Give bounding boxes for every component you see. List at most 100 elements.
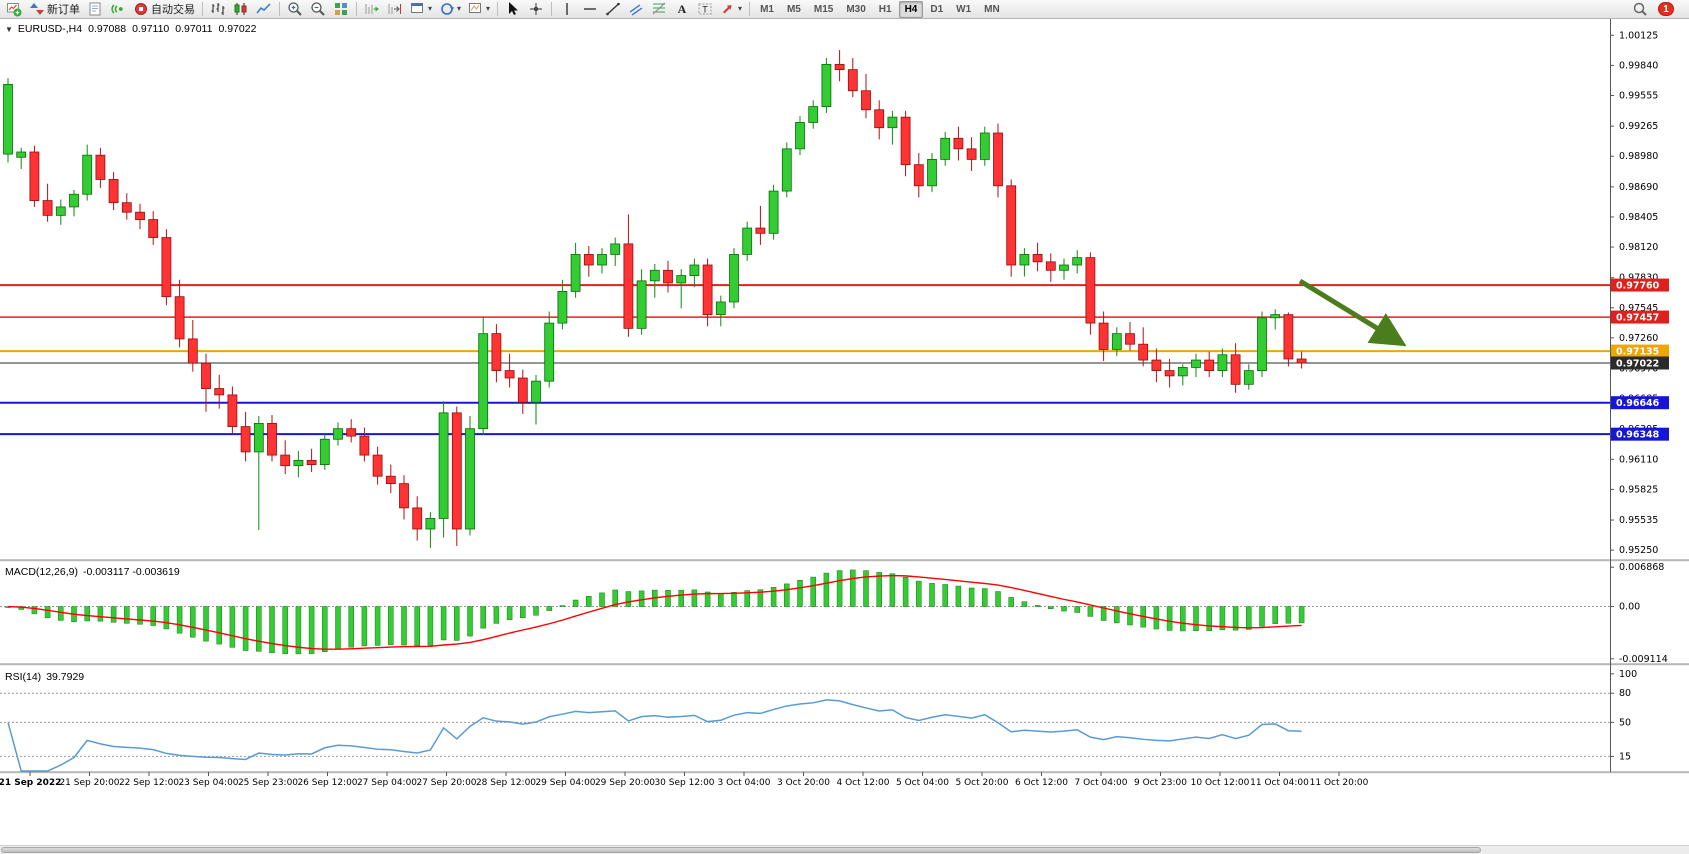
- new-chart-button[interactable]: [3, 1, 25, 18]
- svg-text:25 Sep 23:00: 25 Sep 23:00: [238, 778, 298, 788]
- toolbar-right: 1: [1629, 1, 1686, 18]
- svg-text:23 Sep 04:00: 23 Sep 04:00: [178, 778, 238, 788]
- bars-icon: [210, 1, 226, 17]
- macd-header: MACD(12,26,9) -0.003117 -0.003619: [5, 566, 180, 578]
- tf-M5[interactable]: M5: [786, 3, 801, 15]
- svg-text:22 Sep 12:00: 22 Sep 12:00: [119, 778, 179, 788]
- textA-icon: A: [674, 1, 690, 17]
- price-line-badge: [1611, 310, 1669, 324]
- crosshair-button[interactable]: [525, 1, 547, 18]
- tile-windows-button[interactable]: [330, 1, 352, 18]
- svg-text:0.98405: 0.98405: [1619, 212, 1658, 223]
- svg-text:30 Sep 12:00: 30 Sep 12:00: [654, 778, 714, 788]
- svg-text:0.006868: 0.006868: [1619, 562, 1664, 573]
- autotrading-button[interactable]: 自动交易: [130, 1, 198, 18]
- data-window-button[interactable]: [84, 1, 106, 18]
- notification-badge[interactable]: 1: [1658, 2, 1674, 16]
- tf-H1[interactable]: H1: [878, 3, 892, 15]
- arrowsym-icon: [720, 1, 736, 17]
- period-cycle-button[interactable]: ▾: [436, 1, 464, 18]
- svg-text:0.98980: 0.98980: [1619, 151, 1658, 162]
- toolbar: 新订单 自动交易 ▾ ▾ ▾ A T ▾ M1 M5 M15 M30 H1 H4 D1 W1 MN 1: [0, 0, 1689, 19]
- svg-text:1.00125: 1.00125: [1619, 30, 1658, 41]
- bar-chart-button[interactable]: [207, 1, 229, 18]
- svg-text:0.95250: 0.95250: [1619, 545, 1658, 556]
- channel-icon: [628, 1, 644, 17]
- tf-M1[interactable]: M1: [760, 3, 774, 15]
- collapse-chart-icon[interactable]: ▼: [5, 24, 13, 34]
- svg-text:15: 15: [1619, 751, 1631, 762]
- mac d-axis: 0.006868 0.00 -0.009114: [1610, 562, 1668, 665]
- svg-text:3 Oct 04:00: 3 Oct 04:00: [718, 778, 771, 788]
- template-button[interactable]: ▾: [465, 1, 493, 18]
- svg-text:0.99840: 0.99840: [1619, 60, 1658, 71]
- ohlc-close: 0.97022: [218, 23, 257, 35]
- tile-icon: [333, 1, 349, 17]
- svg-text:0.98120: 0.98120: [1619, 242, 1658, 253]
- vertical-line-button[interactable]: [556, 1, 578, 18]
- svg-text:-0.009114: -0.009114: [1619, 654, 1668, 665]
- new-window-button[interactable]: ▾: [407, 1, 435, 18]
- cursor-button[interactable]: [502, 1, 524, 18]
- tf-H4[interactable]: H4: [898, 0, 924, 18]
- price-line-badge: [1611, 344, 1669, 358]
- toolbar-separator: [202, 2, 203, 16]
- new-order-button[interactable]: 新订单: [26, 1, 83, 18]
- svg-text:0.97760: 0.97760: [1616, 281, 1660, 292]
- template-icon: [468, 1, 484, 17]
- expert-advisors-button[interactable]: [107, 1, 129, 18]
- autotrading-button-label: 自动交易: [151, 4, 195, 16]
- text-label-button[interactable]: T: [694, 1, 716, 18]
- rsi-label: RSI(14): [5, 671, 42, 683]
- macd-label: MACD(12,26,9): [5, 566, 78, 578]
- cursor-icon: [505, 1, 521, 17]
- svg-text:0.95535: 0.95535: [1619, 515, 1658, 526]
- zoomin-icon: [287, 1, 303, 17]
- price-line-badge: [1611, 396, 1669, 410]
- auto-scroll-button[interactable]: [361, 1, 383, 18]
- ohlc-open: 0.97088: [88, 23, 127, 35]
- macd-values: -0.003117 -0.003619: [82, 566, 180, 578]
- label-icon: T: [697, 1, 713, 17]
- svg-text:T: T: [702, 5, 708, 15]
- svg-text:11 Oct 04:00: 11 Oct 04:00: [1250, 778, 1309, 788]
- svg-text:27 Sep 20:00: 27 Sep 20:00: [416, 778, 476, 788]
- tf-D1[interactable]: D1: [930, 3, 944, 15]
- channel-button[interactable]: [625, 1, 647, 18]
- chart-header: ▼ EURUSD-,H4 0.97088 0.97110 0.97011 0.9…: [5, 23, 256, 35]
- price-line-badge: [1611, 356, 1669, 370]
- arrows-button[interactable]: ▾: [717, 1, 745, 18]
- ohlc-high: 0.97110: [132, 23, 170, 35]
- text-button[interactable]: A: [671, 1, 693, 18]
- trendline-button[interactable]: [602, 1, 624, 18]
- candlestick-chart-button[interactable]: [230, 1, 252, 18]
- linechart-icon: [256, 1, 272, 17]
- trend-arrow-annotation[interactable]: [1298, 278, 1407, 347]
- svg-text:0.00: 0.00: [1619, 602, 1640, 613]
- zoomout-icon: [310, 1, 326, 17]
- tf-MN[interactable]: MN: [984, 3, 1000, 15]
- horizontal-scrollbar[interactable]: [0, 845, 1689, 854]
- tf-M30[interactable]: M30: [846, 3, 866, 15]
- svg-text:0.96646: 0.96646: [1616, 398, 1660, 409]
- dropdown-arrow-icon: ▾: [428, 4, 433, 13]
- symbol-timeframe-label: EURUSD-,H4: [17, 23, 83, 35]
- doc-icon: [87, 1, 103, 17]
- horizontal-line-button[interactable]: [579, 1, 601, 18]
- zoom-in-button[interactable]: [284, 1, 306, 18]
- scrollbar-thumb[interactable]: [1, 847, 1481, 853]
- zoom-out-button[interactable]: [307, 1, 329, 18]
- candle-icon: [233, 1, 249, 17]
- search-button[interactable]: [1629, 1, 1651, 18]
- chart-shift-button[interactable]: [384, 1, 406, 18]
- svg-text:5 Oct 20:00: 5 Oct 20:00: [956, 778, 1009, 788]
- line-chart-button[interactable]: [253, 1, 275, 18]
- fibonacci-button[interactable]: [648, 1, 670, 18]
- svg-text:26 Sep 12:00: 26 Sep 12:00: [297, 778, 357, 788]
- tf-M15[interactable]: M15: [813, 3, 834, 15]
- cycle-icon: [439, 1, 455, 17]
- svg-text:0.99555: 0.99555: [1619, 91, 1658, 102]
- tf-W1[interactable]: W1: [956, 3, 972, 15]
